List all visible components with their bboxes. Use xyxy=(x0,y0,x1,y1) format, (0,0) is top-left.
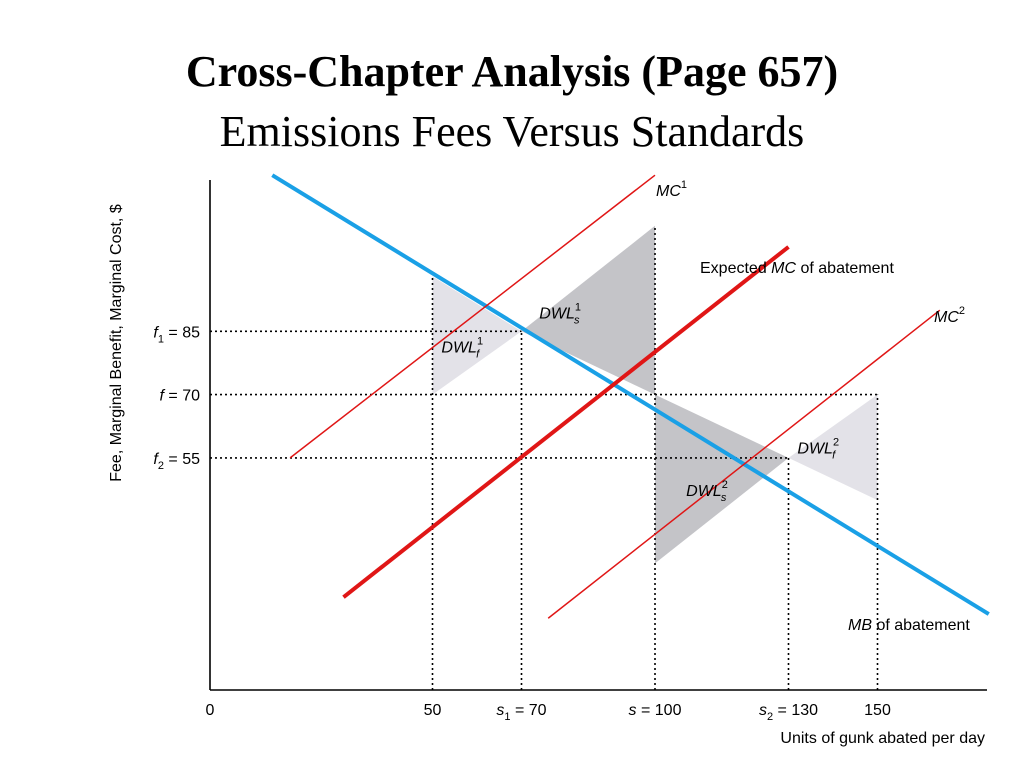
mb-label: MB of abatement xyxy=(848,617,970,634)
y-tick-label-70: f = 70 xyxy=(160,388,201,405)
x-tick-label-150: 150 xyxy=(864,702,891,719)
x-tick-label-130: s2 = 130 xyxy=(759,702,818,723)
x-tick-label-50: 50 xyxy=(424,702,442,719)
mb-line xyxy=(271,173,990,616)
mc_expected-label: Expected MC of abatement xyxy=(700,260,894,277)
mc1-label: MC1 xyxy=(656,179,687,200)
axes xyxy=(209,180,987,691)
dwl-regions xyxy=(432,225,878,564)
dwl-s2-region xyxy=(655,394,789,564)
chart-text: DWL1 f DWL1 s DWL2 s DWL2 f MB of abatement MC1 Ex… xyxy=(108,179,985,747)
dwl-f1-label: DWL1 f xyxy=(441,335,483,360)
y-tick-label-55: f2 = 55 xyxy=(153,451,200,472)
x-tick-label-0: 0 xyxy=(206,702,215,719)
slide-subtitle: Emissions Fees Versus Standards xyxy=(219,107,805,156)
mc2-label: MC2 xyxy=(934,305,965,326)
mc_expected-line xyxy=(342,245,790,599)
mc1-line xyxy=(289,174,656,459)
dwl-f1-region xyxy=(432,276,522,395)
y-tick-label-85: f1 = 85 xyxy=(153,324,200,345)
dwl-s1-region xyxy=(521,225,655,395)
x-tick-label-70: s1 = 70 xyxy=(496,702,546,723)
x-tick-label-100: s = 100 xyxy=(629,702,682,719)
slide-title: Cross-Chapter Analysis (Page 657) xyxy=(185,47,839,96)
curves xyxy=(271,173,990,619)
dwl-f2-region xyxy=(788,394,878,501)
mc2-line xyxy=(547,309,941,619)
dwl-f2-label: DWL2 f xyxy=(797,437,839,462)
guide-lines xyxy=(210,225,879,690)
x-axis-title: Units of gunk abated per day xyxy=(780,730,985,747)
y-axis-title: Fee, Marginal Benefit, Marginal Cost, $ xyxy=(108,204,125,482)
dwl-s2-label: DWL2 s xyxy=(686,479,728,504)
dwl-s1-label: DWL1 s xyxy=(539,302,581,327)
